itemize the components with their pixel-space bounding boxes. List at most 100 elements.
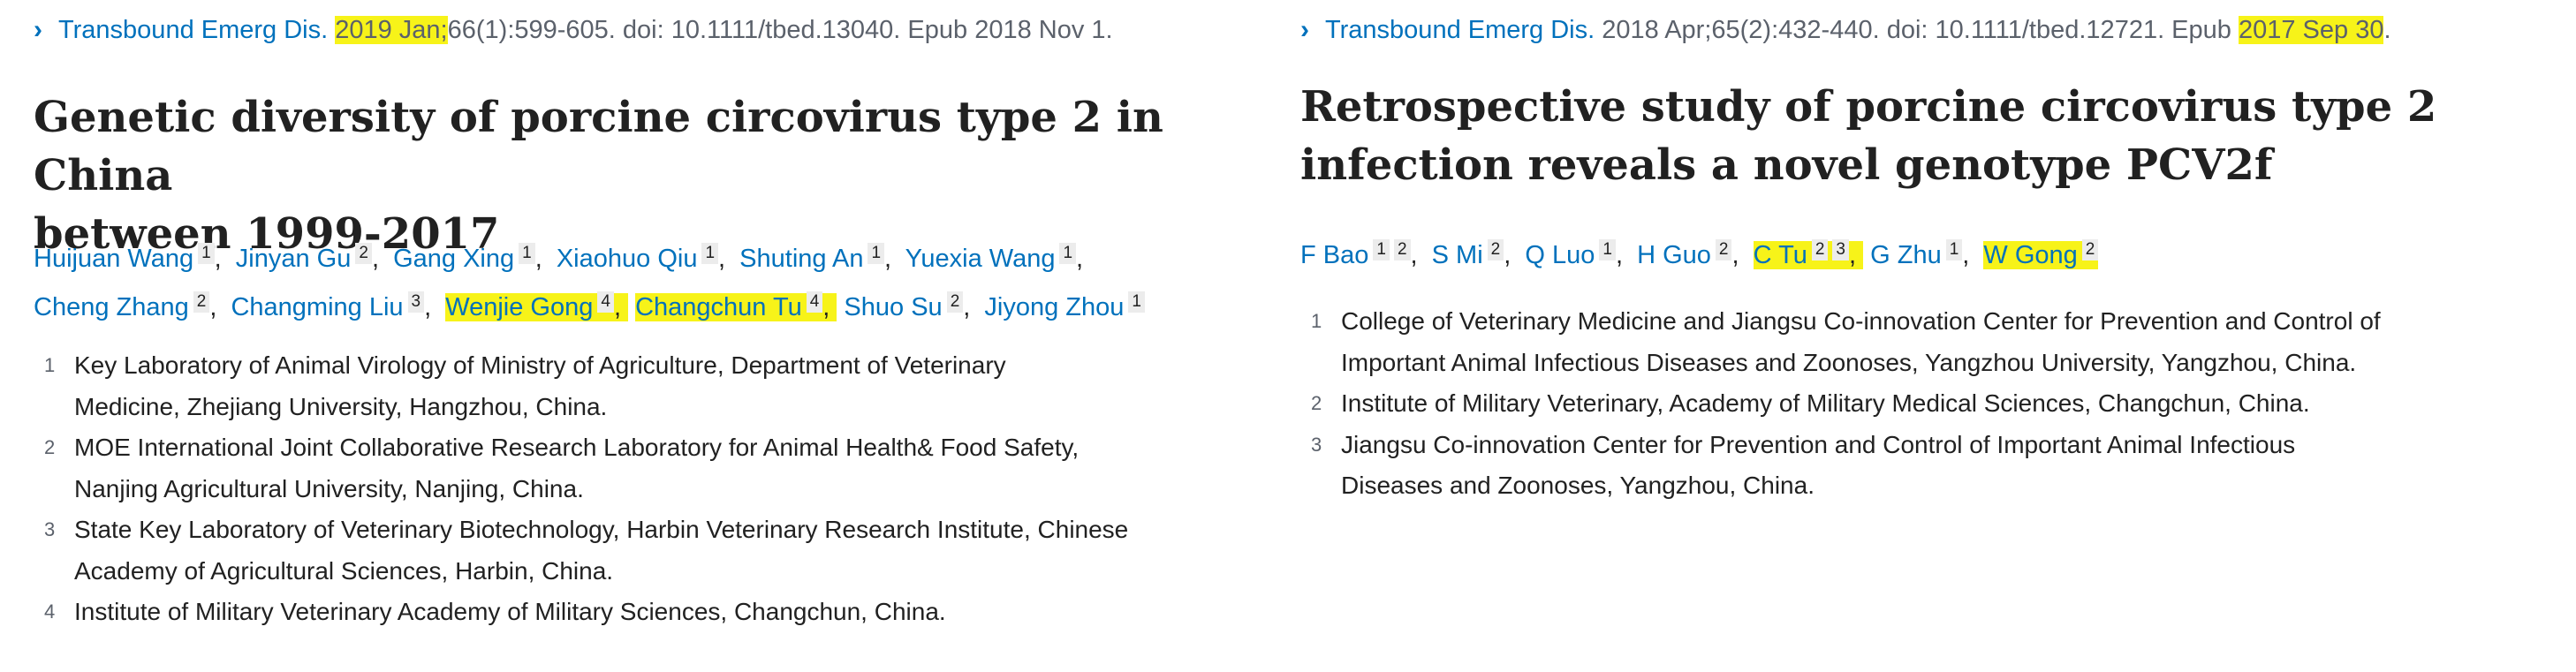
left-citation-rest: 66(1):599-605. doi: 10.1111/tbed.13040. … — [447, 16, 1113, 44]
right-title-line1: Retrospective study of porcine circoviru… — [1300, 82, 2437, 132]
affiliation-ref-badge[interactable]: 1 — [1373, 239, 1390, 260]
affiliation-ref-badge[interactable]: 1 — [868, 243, 885, 264]
affiliation-ref-badge[interactable]: 2 — [1393, 239, 1411, 260]
author-separator: , — [822, 293, 830, 321]
affiliation-item: 1 Key Laboratory of Animal Virology of Mi… — [34, 345, 1217, 427]
author-link[interactable]: C Tu — [1753, 241, 1807, 269]
affiliation-text-line1: Key Laboratory of Animal Virology of Min… — [74, 351, 1006, 379]
affiliation-text-line1: State Key Laboratory of Veterinary Biote… — [74, 516, 1129, 543]
author-link[interactable]: Huijuan Wang — [34, 245, 194, 273]
author-link[interactable]: G Zhu — [1870, 241, 1942, 269]
affiliation-ref-badge[interactable]: 1 — [1128, 291, 1145, 313]
author-entry: Yuexia Wang 1, — [905, 243, 1090, 273]
author-link[interactable]: Jinyan Gu — [235, 245, 352, 273]
author-entry: W Gong 2 — [1983, 239, 2099, 269]
affiliation-text-line2: Diseases and Zoonoses, Yangzhou, China. — [1341, 472, 1815, 499]
author-entry: Cheng Zhang 2, — [34, 291, 224, 321]
left-journal-link[interactable]: Transbound Emerg Dis. — [58, 16, 329, 44]
affiliation-item: 2 MOE International Joint Collaborative R… — [34, 427, 1217, 510]
affiliation-ref-badge[interactable]: 1 — [1599, 239, 1616, 260]
author-link[interactable]: Cheng Zhang — [34, 293, 189, 321]
affiliation-number: 1 — [1311, 310, 1322, 332]
author-separator: , — [1962, 241, 1970, 269]
author-link[interactable]: H Guo — [1637, 241, 1711, 269]
author-separator: , — [1731, 241, 1739, 269]
right-article-title: Retrospective study of porcine circoviru… — [1300, 78, 2436, 194]
author-link[interactable]: Shuo Su — [844, 293, 943, 321]
affiliation-ref-badge[interactable]: 1 — [1059, 243, 1077, 264]
author-link[interactable]: Changchun Tu — [635, 293, 802, 321]
author-separator: , — [963, 293, 971, 321]
affiliation-text-line2: Important Animal Infectious Diseases and… — [1341, 348, 2357, 376]
affiliation-ref-badge[interactable]: 1 — [1945, 239, 1963, 260]
affiliation-ref-badge[interactable]: 2 — [1715, 239, 1732, 260]
author-separator: , — [884, 245, 892, 273]
affiliation-ref-badge[interactable]: 2 — [1487, 239, 1504, 260]
right-epub-date: 2017 Sep 30 — [2238, 16, 2384, 44]
affiliation-ref-badge[interactable]: 4 — [597, 291, 614, 313]
author-separator: , — [424, 293, 432, 321]
affiliation-number: 2 — [44, 436, 56, 458]
author-separator: , — [1849, 241, 1857, 269]
author-entry: Changchun Tu 4, — [635, 291, 837, 321]
author-separator: , — [1076, 245, 1084, 273]
right-journal-link[interactable]: Transbound Emerg Dis. — [1325, 16, 1595, 44]
author-separator: , — [1615, 241, 1623, 269]
right-title-line2: infection reveals a novel genotype PCV2f — [1300, 140, 2273, 190]
author-link[interactable]: Q Luo — [1525, 241, 1595, 269]
left-article-title: Genetic diversity of porcine circovirus … — [34, 88, 1270, 263]
author-entry: C Tu 2 3, — [1753, 239, 1864, 269]
affiliation-item: 2 Institute of Military Veterinary, Acade… — [1300, 383, 2537, 425]
affiliation-ref-badge[interactable]: 3 — [1832, 239, 1849, 260]
author-separator: , — [209, 293, 217, 321]
affiliation-ref-badge[interactable]: 2 — [946, 291, 964, 313]
author-link[interactable]: Shuting An — [739, 245, 864, 273]
author-link[interactable]: F Bao — [1300, 241, 1369, 269]
affiliation-text-line1: College of Veterinary Medicine and Jiang… — [1341, 307, 2381, 335]
author-link[interactable]: Jiyong Zhou — [984, 293, 1125, 321]
affiliation-ref-badge[interactable]: 2 — [1811, 239, 1829, 260]
author-separator: , — [371, 245, 380, 273]
affiliation-number: 3 — [1311, 433, 1322, 456]
author-entry: G Zhu 1, — [1870, 239, 1976, 269]
affiliation-text-line2: Medicine, Zhejiang University, Hangzhou,… — [74, 392, 608, 420]
affiliation-ref-badge[interactable]: 2 — [2081, 239, 2099, 260]
author-link[interactable]: Wenjie Gong — [445, 293, 594, 321]
affiliation-item: 1 College of Veterinary Medicine and Jian… — [1300, 301, 2537, 383]
affiliation-ref-badge[interactable]: 2 — [355, 243, 372, 264]
author-separator: , — [613, 293, 621, 321]
author-link[interactable]: S Mi — [1431, 241, 1483, 269]
right-author-list: F Bao 1 2, S Mi 2, Q Luo 1, H Guo 2, C Tu 2 3, … — [1300, 231, 2449, 280]
left-title-line2: between 1999-2017 — [34, 209, 500, 259]
author-separator: , — [718, 245, 726, 273]
left-author-list: Huijuan Wang 1, Jinyan Gu 2, Gang Xing 1, X… — [34, 235, 1235, 332]
affiliation-ref-badge[interactable]: 4 — [806, 291, 823, 313]
affiliation-number: 2 — [1311, 392, 1322, 414]
author-entry: H Guo 2, — [1637, 239, 1746, 269]
left-citation-date: 2019 Jan; — [335, 16, 448, 44]
affiliation-ref-badge[interactable]: 1 — [701, 243, 719, 264]
author-entry: Jiyong Zhou 1 — [984, 291, 1145, 321]
affiliation-item: 3 State Key Laboratory of Veterinary Biot… — [34, 510, 1217, 592]
affiliation-ref-badge[interactable]: 1 — [519, 243, 535, 264]
author-link[interactable]: Changming Liu — [231, 293, 404, 321]
affiliation-text-line2: Nanjing Agricultural University, Nanjing… — [74, 474, 584, 502]
affiliation-item: 3 Jiangsu Co-innovation Center for Preven… — [1300, 425, 2537, 507]
affiliation-text-line2: Academy of Agricultural Sciences, Harbin… — [74, 556, 614, 585]
chevron-right-icon[interactable]: › — [34, 15, 42, 44]
author-entry: Xiaohuo Qiu 1, — [556, 243, 732, 273]
author-link[interactable]: Gang Xing — [393, 245, 515, 273]
affiliation-ref-badge[interactable]: 3 — [407, 291, 425, 313]
author-entry: Huijuan Wang 1, — [34, 243, 229, 273]
author-link[interactable]: Yuexia Wang — [905, 245, 1056, 273]
author-separator: , — [1504, 241, 1512, 269]
chevron-right-icon[interactable]: › — [1300, 15, 1309, 44]
author-entry: Shuo Su 2, — [844, 291, 977, 321]
affiliation-ref-badge[interactable]: 2 — [193, 291, 210, 313]
author-link[interactable]: W Gong — [1983, 241, 2078, 269]
author-link[interactable]: Xiaohuo Qiu — [556, 245, 698, 273]
left-citation: › Transbound Emerg Dis. 2019 Jan;66(1):59… — [34, 12, 1113, 48]
left-affiliation-list: 1 Key Laboratory of Animal Virology of Mi… — [34, 345, 1217, 633]
affiliation-ref-badge[interactable]: 1 — [198, 243, 215, 264]
